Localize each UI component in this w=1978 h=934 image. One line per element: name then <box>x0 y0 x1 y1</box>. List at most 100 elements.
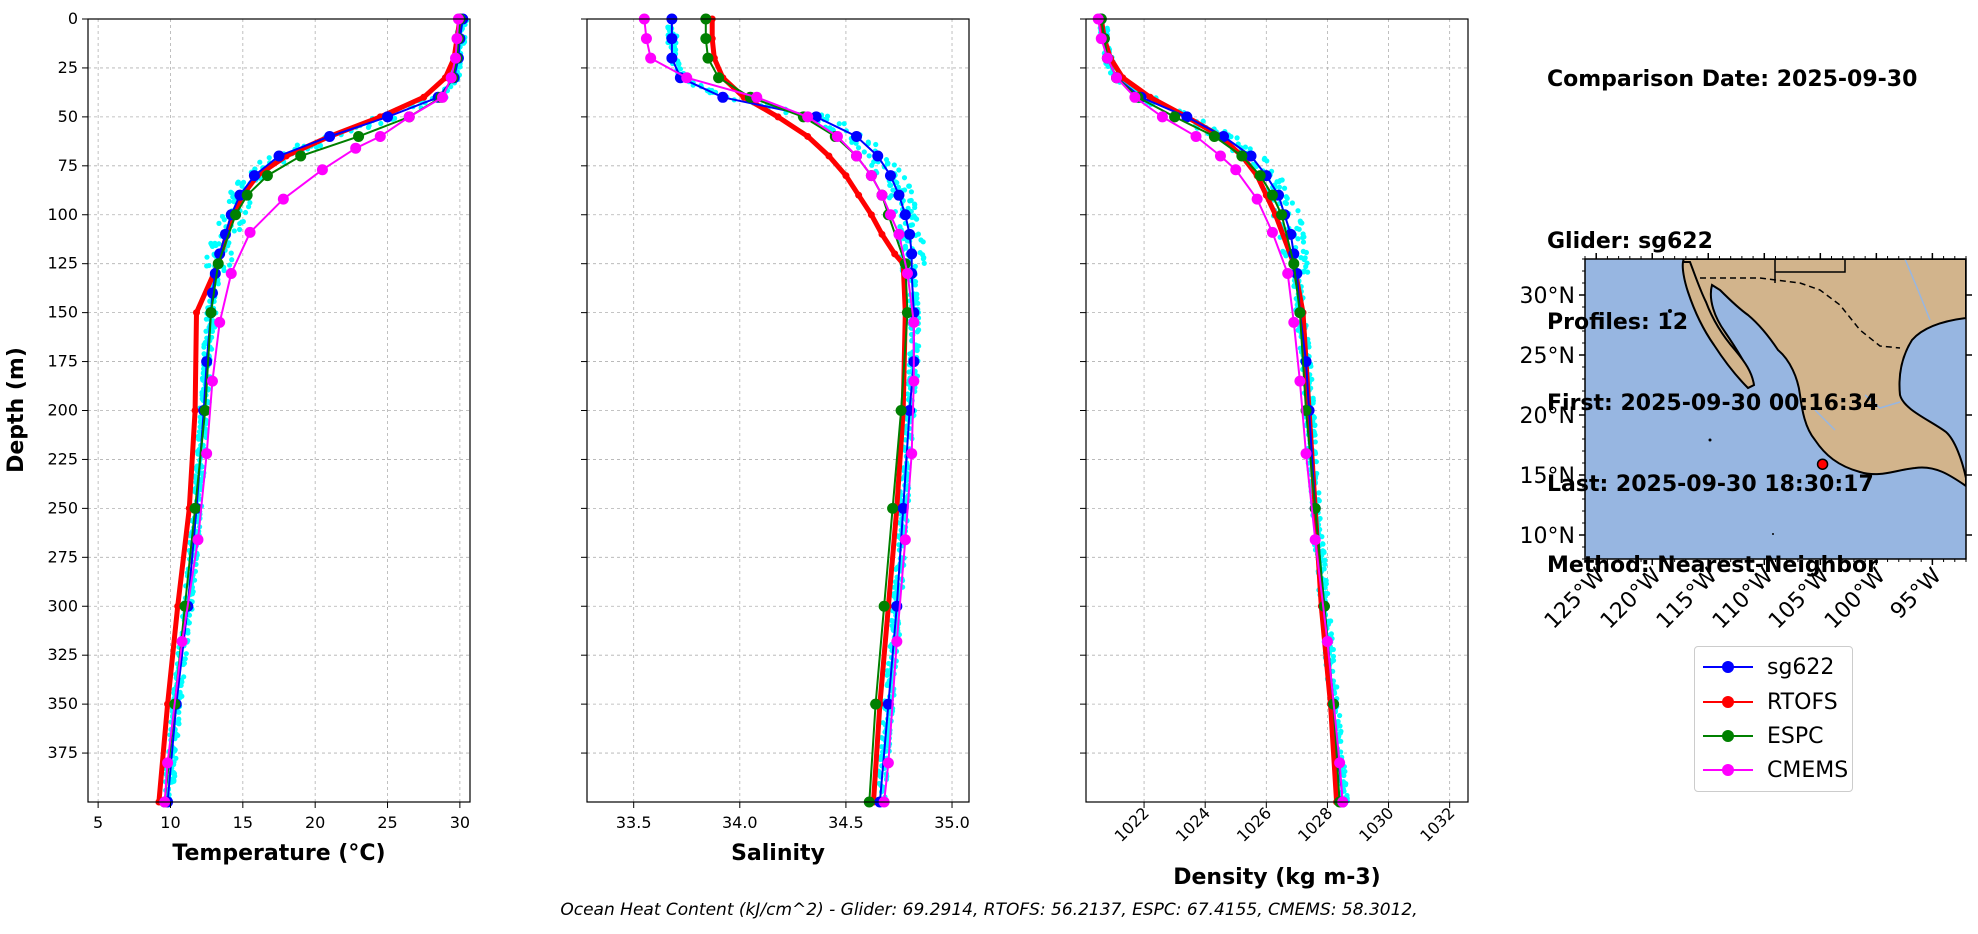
glider-raw-point <box>891 593 897 599</box>
us-mexico-border <box>1700 277 1901 349</box>
series-point-rtofs <box>891 250 899 258</box>
glider-raw-point <box>907 198 913 204</box>
glider-raw-point <box>921 255 927 261</box>
series-point-cmems <box>374 130 386 142</box>
series-point-cmems <box>316 164 328 176</box>
series-point-cmems <box>1266 226 1278 238</box>
series-point-sg622 <box>1245 150 1257 162</box>
glider-raw-point <box>1337 712 1343 719</box>
series-point-cmems <box>445 72 457 84</box>
y-tick-label: 250 <box>47 498 78 517</box>
glider-raw-point <box>887 182 893 188</box>
glider-raw-point <box>179 679 185 685</box>
series-point-sg622 <box>248 170 260 182</box>
glider-raw-point <box>201 344 207 350</box>
series-point-cmems <box>162 757 174 769</box>
x-axis-label: Density (kg m-3) <box>1173 865 1381 890</box>
glider-raw-point <box>914 347 920 354</box>
glider-raw-point <box>196 436 202 442</box>
comparison-method: Method: Nearest-Neighbor <box>1547 553 1878 578</box>
glider-raw-point <box>1313 459 1319 465</box>
glider-raw-point <box>226 240 232 246</box>
glider-raw-point <box>209 243 216 250</box>
series-point-cmems <box>645 52 657 64</box>
glider-raw-point <box>221 217 227 223</box>
series-point-espc <box>189 502 201 514</box>
x-tick-label: 1026 <box>1233 803 1275 845</box>
series-point-cmems <box>1156 111 1168 123</box>
series-point-cmems <box>451 33 463 45</box>
series-point-cmems <box>1334 757 1346 769</box>
x-tick-label: 25 <box>377 813 397 832</box>
y-axis-label: Depth (m) <box>4 347 29 473</box>
glider-raw-point <box>885 160 891 166</box>
glider-raw-point <box>1309 376 1315 382</box>
series-point-cmems <box>1294 375 1306 387</box>
series-point-cmems <box>851 150 863 162</box>
glider-raw-point <box>257 159 263 165</box>
y-tick-label: 75 <box>58 156 78 175</box>
series-point-espc <box>1236 150 1248 162</box>
series-point-espc <box>1169 111 1181 123</box>
glider-raw-point <box>1301 234 1307 240</box>
x-tick-label: 33.5 <box>616 813 652 832</box>
glider-raw-point <box>317 142 324 149</box>
x-axis-label: Temperature (°C) <box>172 841 385 866</box>
series-point-sg622 <box>906 248 918 260</box>
glider-raw-point <box>1316 490 1322 496</box>
series-point-espc <box>295 150 307 162</box>
series-point-sg622 <box>851 130 863 142</box>
glider-raw-point <box>206 262 212 269</box>
glider-raw-point <box>247 200 253 206</box>
glider-raw-point <box>169 779 175 785</box>
glider-raw-point <box>228 250 234 256</box>
glider-raw-point <box>1107 70 1114 76</box>
series-point-sg622 <box>717 91 729 103</box>
glider-raw-point <box>240 218 246 225</box>
glider-raw-point <box>877 756 884 762</box>
glider-raw-point <box>173 755 179 761</box>
legend-item-sg622: sg622 <box>1703 652 1834 682</box>
glider-raw-point <box>912 202 918 208</box>
series-point-cmems <box>1214 150 1226 162</box>
glider-raw-point <box>1234 135 1240 141</box>
glider-raw-point <box>1338 738 1344 744</box>
series-point-cmems <box>1282 267 1294 279</box>
glider-raw-point <box>242 209 249 216</box>
state-lines <box>1774 259 1846 283</box>
series-point-cmems <box>908 375 920 387</box>
series-point-espc <box>1276 209 1288 221</box>
x-tick-label: 5 <box>93 813 103 832</box>
density-profile-panel: 1022 1024 1026 1028 1030 1032 Density (kg m-3) <box>1080 13 1469 890</box>
glider-raw-point <box>1312 439 1318 445</box>
series-point-rtofs <box>855 191 863 199</box>
glider-raw-point <box>1330 653 1337 659</box>
y-tick-label: 25 <box>58 58 78 77</box>
series-point-sg622 <box>1181 111 1193 123</box>
glider-raw-point <box>1242 144 1249 150</box>
series-point-cmems <box>1251 193 1263 205</box>
glider-raw-point <box>901 175 908 181</box>
glider-raw-point <box>365 124 372 131</box>
profile-count: Profiles: 12 <box>1547 310 1689 335</box>
glider-raw-point <box>855 145 862 151</box>
glider-raw-point <box>1322 584 1328 591</box>
glider-raw-point <box>891 584 897 590</box>
glider-raw-point <box>873 141 879 148</box>
series-point-cmems <box>1321 635 1333 647</box>
series-point-cmems <box>244 226 256 238</box>
series-point-espc <box>241 189 253 201</box>
series-point-espc <box>1318 600 1330 612</box>
series-point-sg622 <box>666 33 678 45</box>
glider-name: Glider: sg622 <box>1547 229 1713 254</box>
series-point-cmems <box>831 130 843 142</box>
lat-label: 15°N <box>1520 464 1575 489</box>
baja-california <box>1681 261 1756 390</box>
series-point-cmems <box>1300 448 1312 460</box>
series-point-cmems <box>1309 534 1321 546</box>
glider-raw-point <box>827 125 833 131</box>
lat-label: 25°N <box>1520 344 1575 369</box>
series-point-cmems <box>201 448 213 460</box>
series-line-rtofs <box>709 19 908 803</box>
